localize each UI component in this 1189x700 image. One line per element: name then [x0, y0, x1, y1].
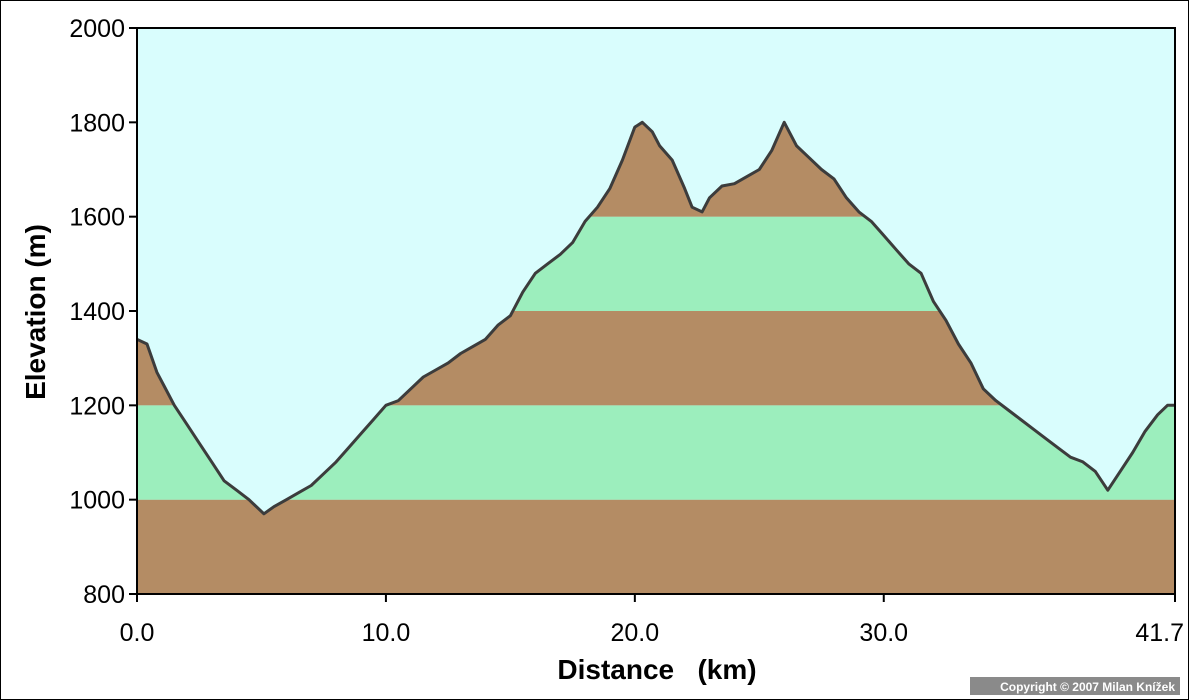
x-axis-ticks: 0.0 10.0 20.0 30.0 41.7: [120, 594, 1184, 647]
x-tick-label: 10.0: [362, 619, 411, 647]
x-tick-label: 41.7: [1135, 619, 1184, 647]
x-tick-label: 30.0: [859, 619, 908, 647]
elevation-profile-line: [136, 120, 1175, 516]
y-tick-label: 1400: [69, 298, 125, 326]
copyright-notice: Copyright © 2007 Milan Knížek: [1000, 680, 1175, 694]
y-axis-ticks: 800 1000 1200 1400 1600 1800 2000: [69, 15, 137, 609]
x-axis-title: Distance (km): [557, 654, 756, 685]
y-tick-label: 1000: [69, 487, 125, 515]
y-tick-label: 1600: [69, 204, 125, 232]
y-tick-label: 1200: [69, 392, 125, 420]
y-tick-label: 1800: [69, 109, 125, 137]
x-tick-label: 0.0: [120, 619, 155, 647]
copyright-background: [970, 677, 1180, 695]
y-tick-label: 800: [83, 581, 125, 609]
elevation-band-800-1000: [137, 499, 1175, 594]
y-axis-title: Elevation (m): [20, 224, 51, 400]
y-tick-label: 2000: [69, 15, 125, 43]
x-tick-label: 20.0: [611, 619, 660, 647]
